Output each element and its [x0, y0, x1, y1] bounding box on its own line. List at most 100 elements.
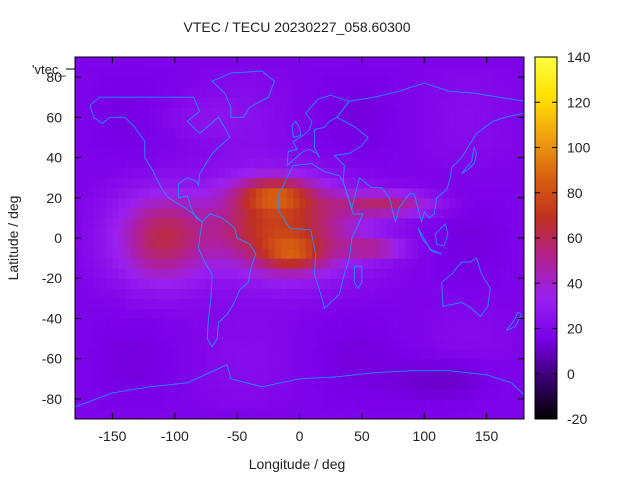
heatmap-cell [480, 398, 488, 410]
heatmap-cell [430, 258, 438, 269]
heatmap-cell [318, 408, 326, 419]
heatmap-cell [75, 97, 82, 108]
heatmap-cell [287, 338, 294, 350]
heatmap-cell [474, 167, 481, 179]
heatmap-cell [99, 308, 107, 320]
heatmap-cell [162, 67, 170, 78]
heatmap-cell [461, 348, 469, 360]
heatmap-cell [187, 167, 195, 179]
heatmap-cell [499, 207, 506, 219]
heatmap-cell [311, 217, 319, 229]
heatmap-cell [293, 378, 301, 390]
heatmap-cell [293, 87, 301, 98]
heatmap-cell [436, 67, 444, 78]
heatmap-cell [187, 207, 195, 219]
heatmap-cell [505, 238, 513, 249]
y-tick-label: -60 [42, 351, 62, 367]
heatmap-cell [405, 308, 413, 320]
heatmap-cell [417, 57, 425, 68]
heatmap-cell [492, 368, 500, 380]
heatmap-cell [75, 308, 82, 320]
heatmap-cell [305, 97, 313, 108]
heatmap-cell [262, 197, 269, 209]
heatmap-cell [318, 77, 326, 88]
heatmap-cell [511, 77, 519, 88]
heatmap-cell [199, 137, 207, 149]
heatmap-cell [349, 258, 357, 269]
heatmap-cell [436, 268, 444, 279]
heatmap-cell [224, 358, 232, 370]
heatmap-cell [293, 248, 301, 259]
heatmap-cell [505, 298, 513, 309]
heatmap-cell [343, 248, 350, 259]
heatmap-cell [99, 57, 107, 68]
heatmap-cell [112, 207, 120, 219]
heatmap-cell [287, 398, 294, 410]
heatmap-cell [393, 177, 400, 189]
coastline [434, 223, 449, 247]
heatmap-cell [274, 238, 282, 249]
heatmap-cell [480, 217, 488, 229]
heatmap-cell [212, 258, 220, 269]
heatmap-cell [299, 398, 307, 410]
heatmap-cell [499, 197, 506, 209]
heatmap-cell [131, 87, 138, 98]
heatmap-cell [411, 298, 419, 309]
heatmap-cell [137, 408, 145, 419]
heatmap-cell [199, 147, 207, 159]
heatmap-cell [361, 338, 369, 350]
heatmap-cell [343, 398, 350, 410]
heatmap-cell [336, 97, 344, 108]
heatmap-cell [492, 298, 500, 309]
heatmap-cell [355, 197, 363, 209]
heatmap-cell [305, 288, 313, 299]
heatmap-cell [467, 308, 475, 320]
heatmap-cell [368, 338, 375, 350]
heatmap-cell [124, 97, 132, 108]
heatmap-cell [75, 298, 82, 309]
heatmap-cell [455, 227, 463, 239]
heatmap-cell [87, 167, 95, 179]
heatmap-cell [156, 268, 163, 279]
heatmap-cell [474, 258, 481, 269]
heatmap-cell [287, 207, 294, 219]
heatmap-cell [436, 127, 444, 139]
heatmap-cell [255, 117, 263, 128]
heatmap-cell [386, 127, 394, 139]
heatmap-cell [262, 117, 269, 128]
heatmap-cell [187, 258, 195, 269]
heatmap-cell [118, 388, 126, 400]
heatmap-cell [224, 67, 232, 78]
heatmap-cell [380, 187, 388, 199]
heatmap-cell [374, 268, 382, 279]
heatmap-cell [168, 248, 176, 259]
heatmap-cell [492, 288, 500, 299]
heatmap-cell [106, 308, 114, 320]
heatmap-cell [492, 338, 500, 350]
heatmap-cell [517, 187, 524, 199]
heatmap-cell [255, 348, 263, 360]
heatmap-cell [374, 348, 382, 360]
heatmap-cell [162, 238, 170, 249]
heatmap-cell [405, 217, 413, 229]
heatmap-cell [374, 107, 382, 118]
heatmap-cell [505, 227, 513, 239]
heatmap-cell [511, 207, 519, 219]
heatmap-cell [168, 187, 176, 199]
heatmap-cell [424, 238, 432, 249]
heatmap-cell [517, 248, 524, 259]
heatmap-cell [480, 187, 488, 199]
heatmap-cell [237, 408, 244, 419]
heatmap-cell [299, 248, 307, 259]
heatmap-cell [205, 57, 213, 68]
heatmap-cell [81, 137, 89, 149]
heatmap-cell [118, 348, 126, 360]
heatmap-cell [318, 147, 326, 159]
heatmap-cell [343, 67, 350, 78]
heatmap-cell [168, 227, 176, 239]
heatmap-cell [305, 398, 313, 410]
heatmap-cell [467, 408, 475, 419]
heatmap-cell [262, 157, 269, 169]
heatmap-cell [399, 157, 407, 169]
heatmap-cell [380, 368, 388, 380]
